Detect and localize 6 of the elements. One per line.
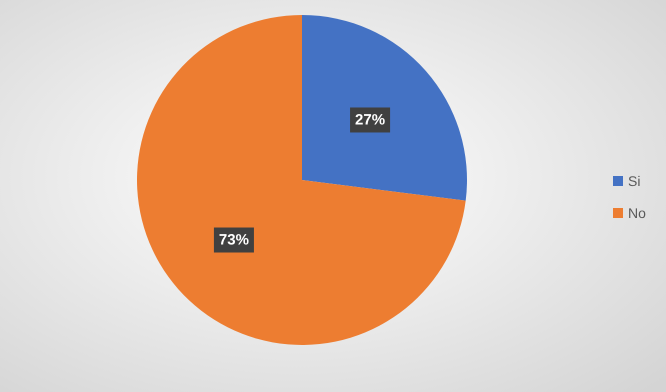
- pie-slice: [302, 15, 467, 201]
- pie-slice: [137, 15, 466, 345]
- legend-label: Si: [628, 173, 640, 189]
- data-label: 27%: [355, 111, 386, 128]
- data-label: 73%: [218, 232, 249, 249]
- legend-label: No: [628, 205, 646, 221]
